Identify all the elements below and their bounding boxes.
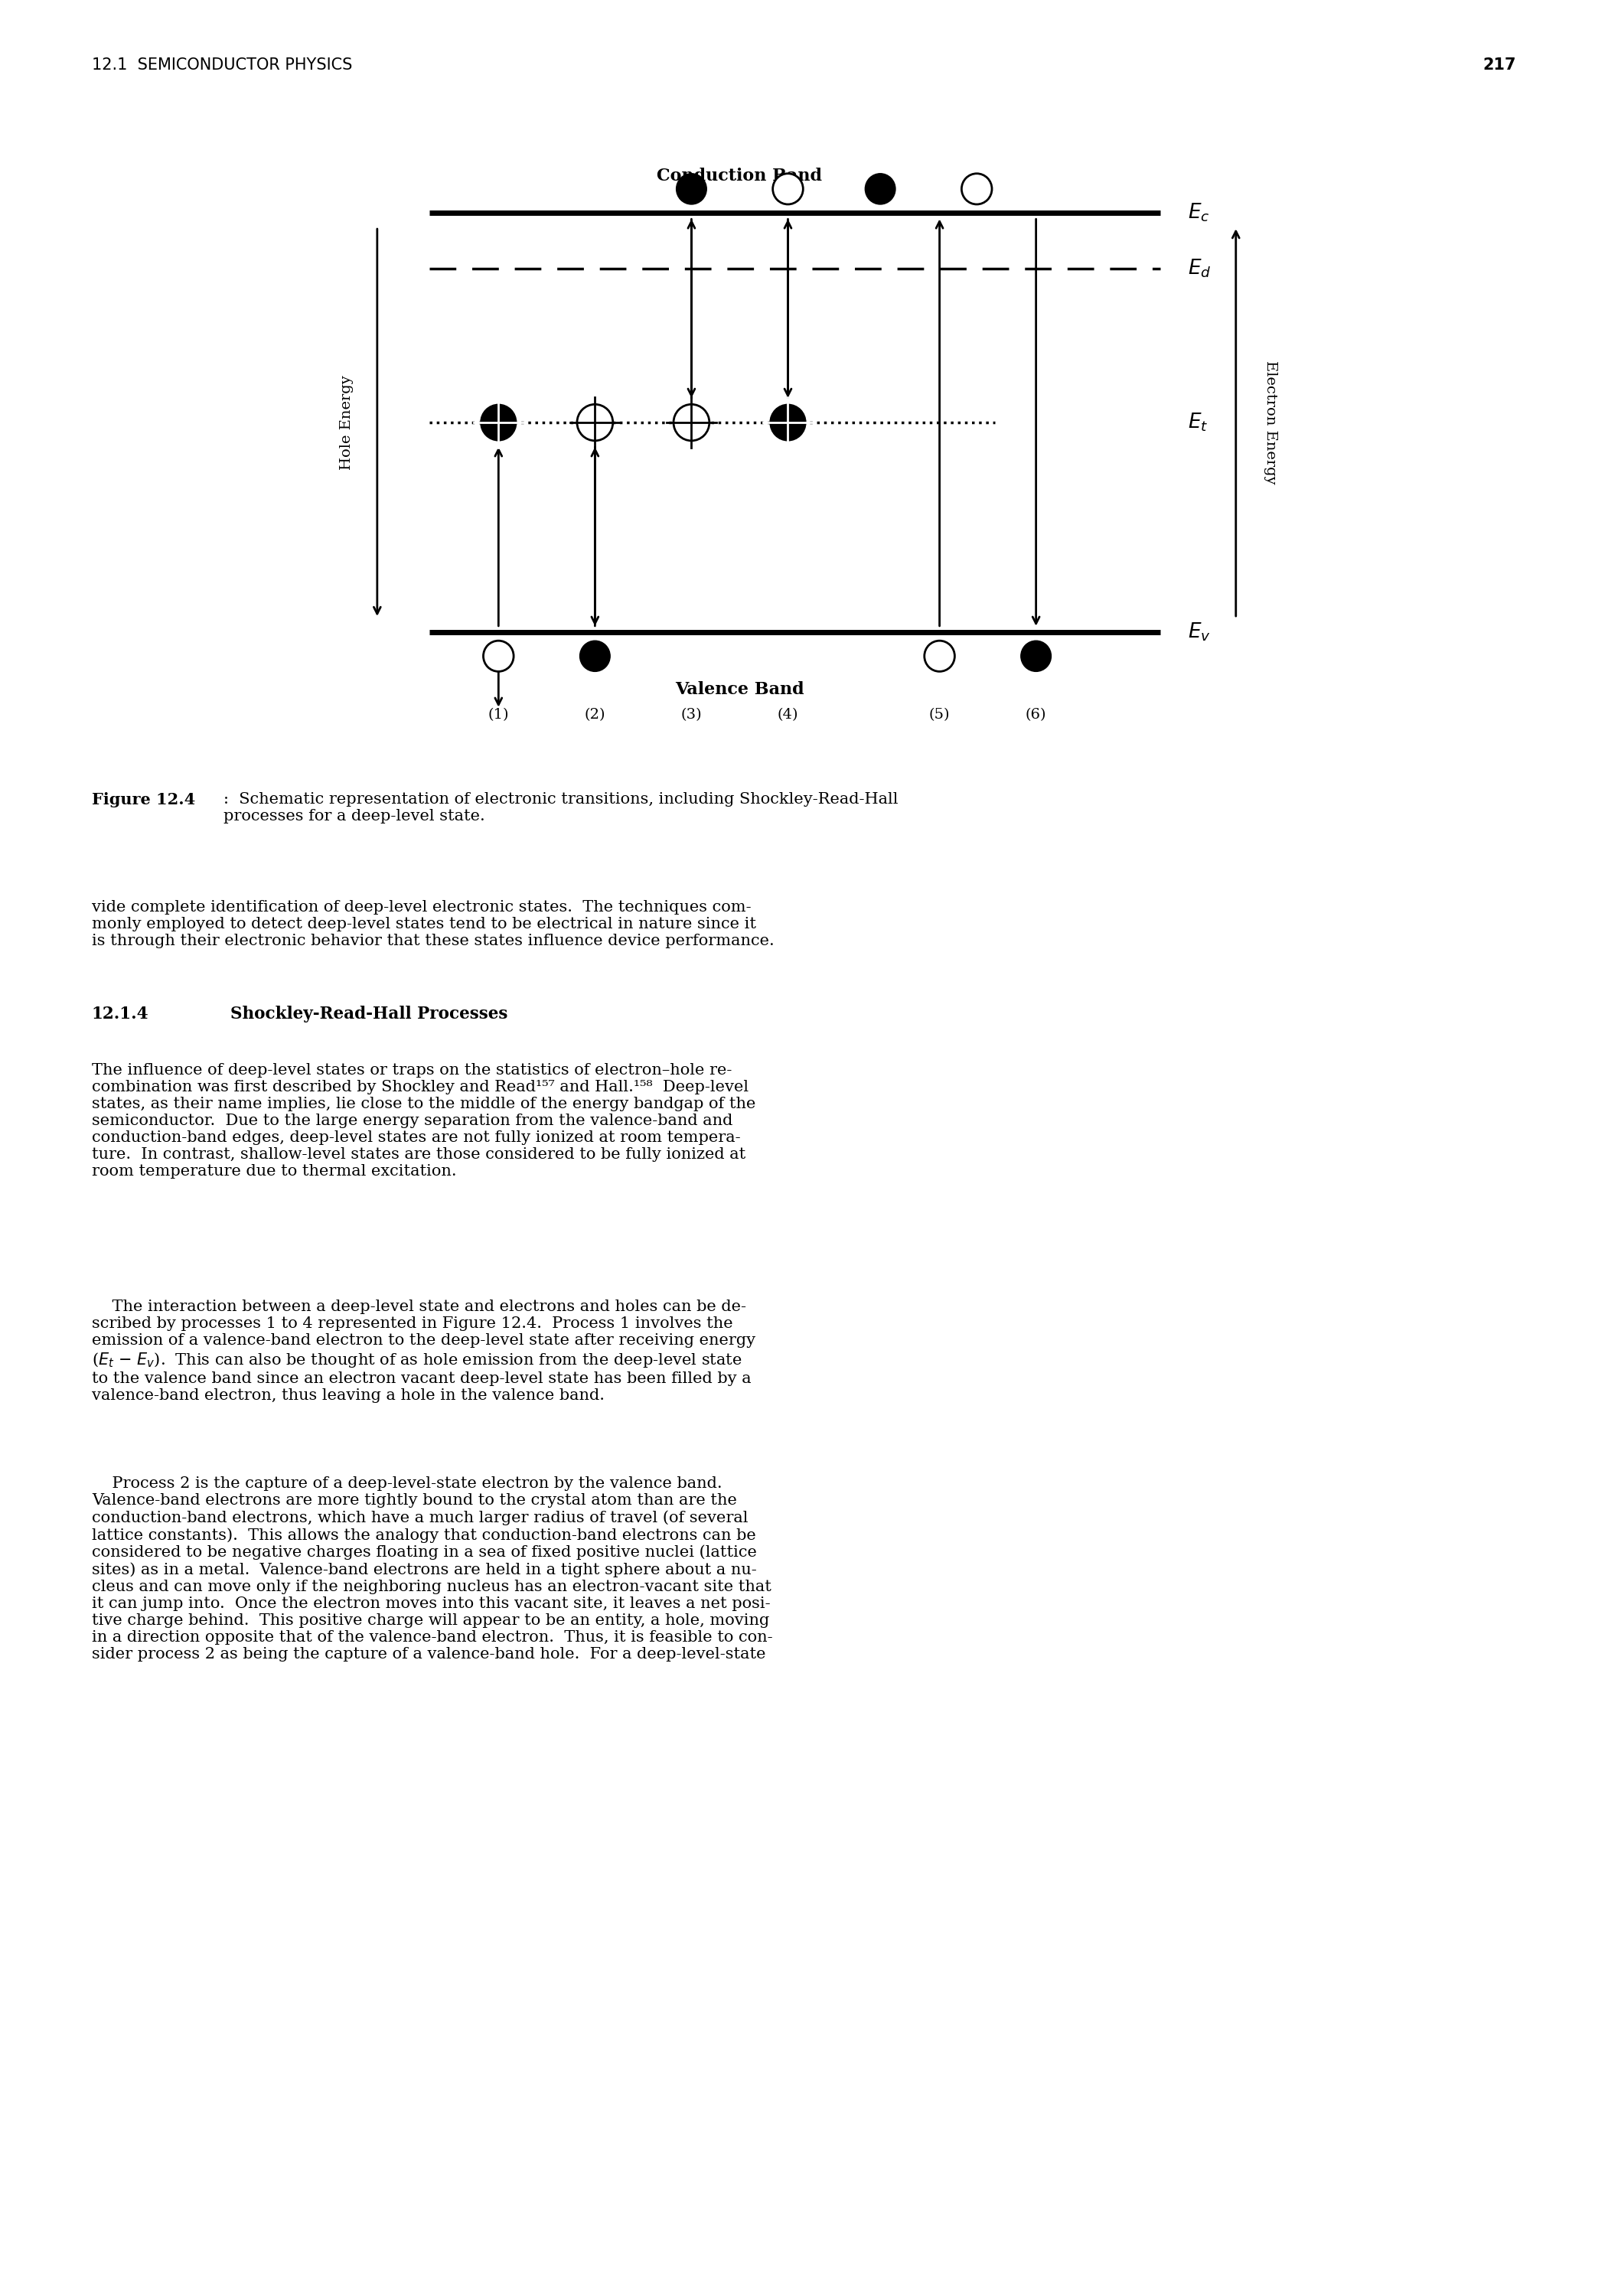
Circle shape (677, 174, 706, 204)
Text: The influence of deep-level states or traps on the statistics of electron–hole r: The influence of deep-level states or tr… (92, 1063, 756, 1178)
Text: (5): (5) (929, 707, 950, 721)
Circle shape (770, 404, 806, 441)
Text: 217: 217 (1483, 57, 1516, 73)
Circle shape (481, 404, 516, 441)
Circle shape (580, 641, 609, 670)
Text: Valence Band: Valence Band (675, 682, 804, 698)
Circle shape (865, 174, 896, 204)
Text: Electron Energy: Electron Energy (1264, 360, 1277, 484)
Text: 12.1  SEMICONDUCTOR PHYSICS: 12.1 SEMICONDUCTOR PHYSICS (92, 57, 352, 73)
Text: (3): (3) (680, 707, 703, 721)
Text: 12.1.4: 12.1.4 (92, 1006, 150, 1022)
Text: (2): (2) (584, 707, 606, 721)
Text: $E_t$: $E_t$ (1188, 411, 1208, 434)
Text: Shockley-Read-Hall Processes: Shockley-Read-Hall Processes (207, 1006, 508, 1022)
Text: Hole Energy: Hole Energy (339, 374, 354, 471)
Text: (4): (4) (777, 707, 799, 721)
Circle shape (773, 174, 802, 204)
Text: (1): (1) (487, 707, 510, 721)
Text: Process 2 is the capture of a deep-level-state electron by the valence band.
Val: Process 2 is the capture of a deep-level… (92, 1476, 772, 1662)
Circle shape (1021, 641, 1052, 670)
Text: $E_v$: $E_v$ (1188, 622, 1211, 643)
Circle shape (674, 404, 709, 441)
Circle shape (962, 174, 992, 204)
Text: The interaction between a deep-level state and electrons and holes can be de-
sc: The interaction between a deep-level sta… (92, 1300, 756, 1403)
Text: (6): (6) (1026, 707, 1047, 721)
Circle shape (925, 641, 955, 670)
Text: Conduction Band: Conduction Band (658, 168, 822, 184)
Text: vide complete identification of deep-level electronic states.  The techniques co: vide complete identification of deep-lev… (92, 900, 773, 948)
Circle shape (484, 641, 513, 670)
Text: $E_d$: $E_d$ (1188, 257, 1211, 280)
Text: :  Schematic representation of electronic transitions, including Shockley-Read-H: : Schematic representation of electronic… (224, 792, 899, 824)
Text: Figure 12.4: Figure 12.4 (92, 792, 195, 808)
Text: $E_c$: $E_c$ (1188, 202, 1209, 223)
Circle shape (577, 404, 613, 441)
